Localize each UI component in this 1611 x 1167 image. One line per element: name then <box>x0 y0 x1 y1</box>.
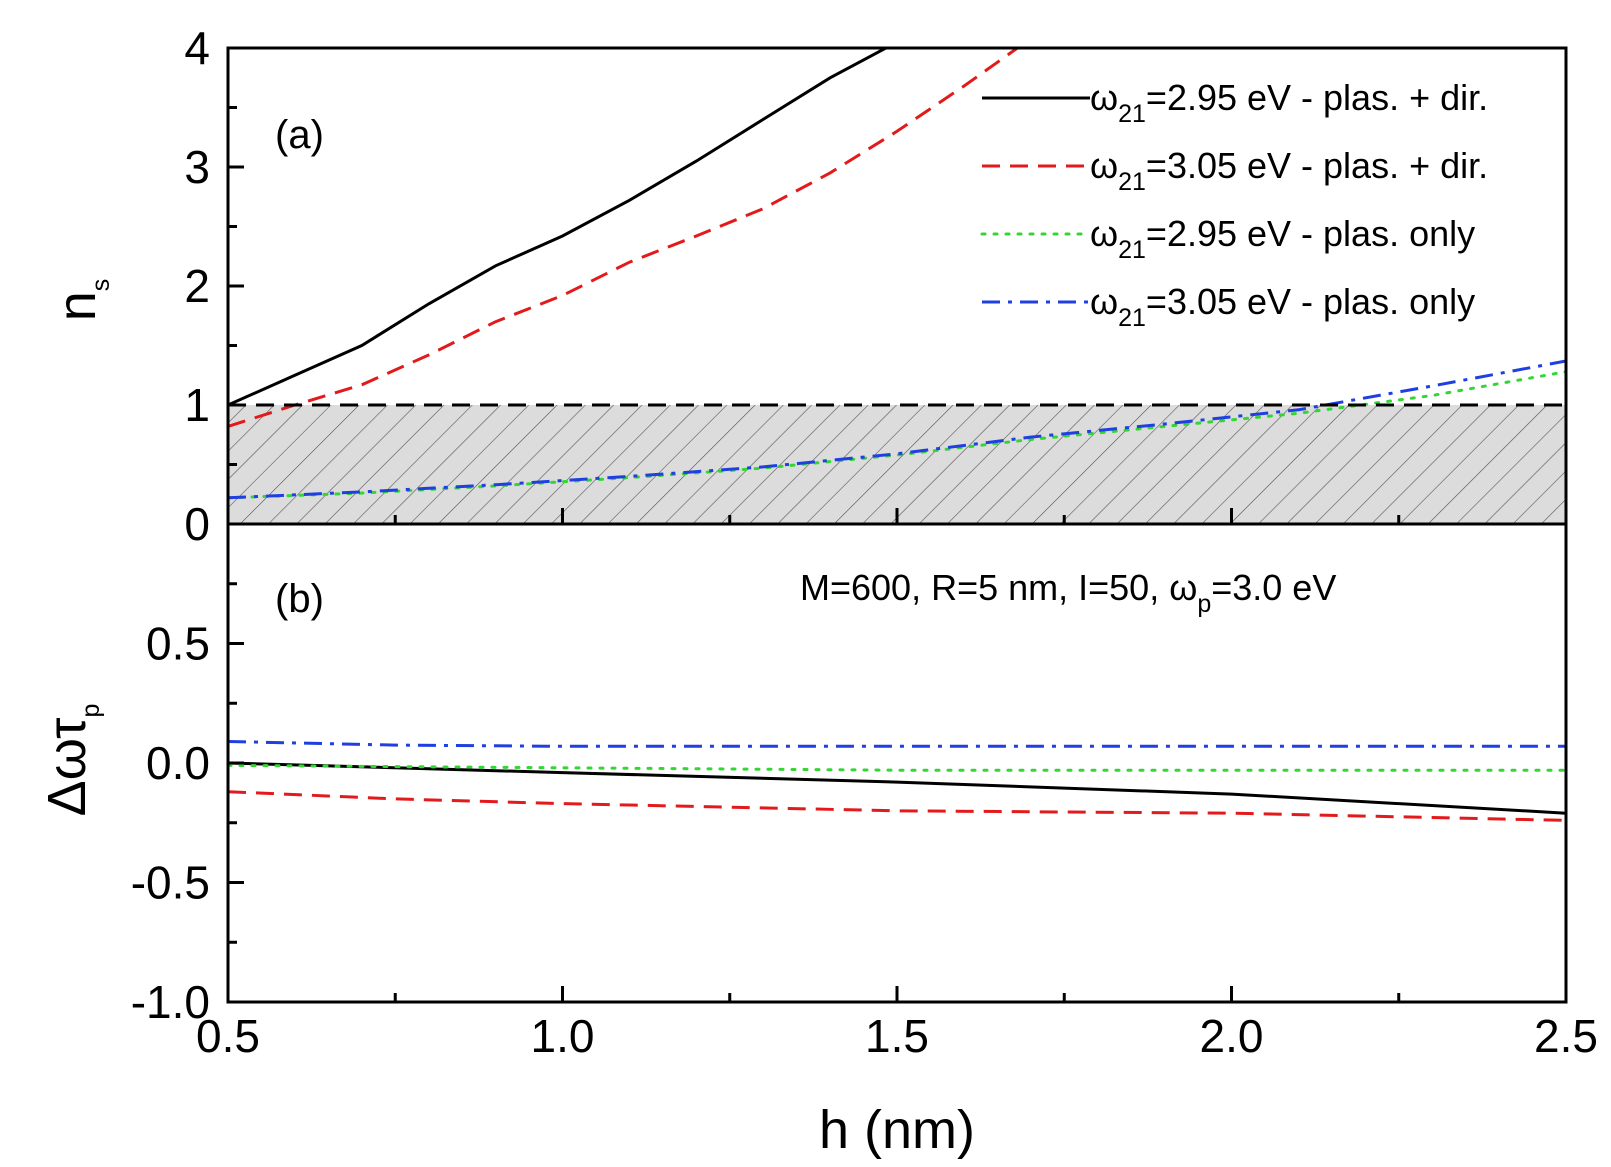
y-tick-label-b-2: 0.0 <box>146 737 210 789</box>
series-a-0 <box>228 48 890 407</box>
legend-label-2: ω21=2.95 eV - plas. only <box>1090 213 1475 264</box>
y-tick-label-a-4: 4 <box>184 22 210 74</box>
legend-symbol-2: ω <box>1090 213 1118 254</box>
shaded-region <box>228 405 1566 524</box>
x-tick-label-0: 0.5 <box>196 1010 260 1062</box>
y-tick-label-b-1: -0.5 <box>131 857 210 909</box>
series-group-b <box>228 740 1566 822</box>
parameter-annotation: M=600, R=5 nm, I=50, ωp=3.0 eV <box>800 567 1336 618</box>
y-tick-label-a-0: 0 <box>184 498 210 550</box>
y-axis-title-b: Δωτp <box>37 704 105 817</box>
svg-text:Δωτp: Δωτp <box>37 704 105 817</box>
x-tick-label-1: 1.0 <box>531 1010 595 1062</box>
y-axis-title-b-sub: p <box>77 704 105 718</box>
x-tick-label-3: 2.0 <box>1200 1010 1264 1062</box>
series-a-1 <box>228 48 1021 428</box>
legend-symbol-3: ω <box>1090 281 1118 322</box>
y-axis-title-b-main: Δωτ <box>37 718 97 817</box>
legend-label-0: ω21=2.95 eV - plas. + dir. <box>1090 77 1488 128</box>
x-tick-label-4: 2.5 <box>1534 1010 1598 1062</box>
legend-symbol-1: ω <box>1090 145 1118 186</box>
panel-label-a: (a) <box>275 113 324 157</box>
y-tick-label-b-0: -1.0 <box>131 976 210 1028</box>
annotation-sub: p <box>1197 590 1211 618</box>
panel-b: 0.5 1.0 1.5 2.0 2.5 -1.0 -0.5 0.0 0.5 (b) M=600,… <box>37 522 1598 1160</box>
y-tick-label-a-1: 1 <box>184 379 210 431</box>
legend-name-0: =2.95 eV - plas. + dir. <box>1146 77 1488 118</box>
series-b-0 <box>228 761 1566 815</box>
legend-item-1: ω21=3.05 eV - plas. + dir. <box>982 145 1488 196</box>
annotation-text-after: =3.0 eV <box>1211 567 1336 608</box>
x-tick-label-2: 1.5 <box>865 1010 929 1062</box>
axes-b: 0.5 1.0 1.5 2.0 2.5 -1.0 -0.5 0.0 0.5 <box>131 522 1598 1062</box>
legend: ω21=2.95 eV - plas. + dir.ω21=3.05 eV - … <box>980 77 1488 332</box>
panel-label-b: (b) <box>275 577 324 621</box>
series-b-1 <box>228 790 1566 822</box>
y-tick-label-a-2: 2 <box>184 260 210 312</box>
legend-symbol-sub-0: 21 <box>1118 100 1146 128</box>
series-b-3 <box>228 740 1566 748</box>
series-group-a <box>228 48 1566 500</box>
legend-name-1: =3.05 eV - plas. + dir. <box>1146 145 1488 186</box>
y-axis-title-a-main: n <box>47 291 107 321</box>
legend-symbol-sub-3: 21 <box>1118 304 1146 332</box>
legend-name-2: =2.95 eV - plas. only <box>1146 213 1475 254</box>
legend-item-0: ω21=2.95 eV - plas. + dir. <box>982 77 1488 128</box>
series-b-2 <box>228 763 1566 772</box>
shade-hatch <box>228 405 1566 524</box>
legend-symbol-sub-2: 21 <box>1118 236 1146 264</box>
legend-item-3: ω21=3.05 eV - plas. only <box>982 281 1475 332</box>
legend-item-2: ω21=2.95 eV - plas. only <box>980 213 1475 264</box>
series-a-3 <box>228 359 1566 500</box>
y-tick-label-b-3: 0.5 <box>146 618 210 670</box>
svg-text:ns: ns <box>47 279 115 322</box>
legend-label-1: ω21=3.05 eV - plas. + dir. <box>1090 145 1488 196</box>
y-tick-label-a-3: 3 <box>184 141 210 193</box>
legend-symbol-sub-1: 21 <box>1118 168 1146 196</box>
x-axis-title: h (nm) <box>819 1100 975 1160</box>
y-axis-title-a-sub: s <box>87 279 115 292</box>
legend-symbol-0: ω <box>1090 77 1118 118</box>
series-a-2 <box>228 370 1566 500</box>
annotation-text: M=600, R=5 nm, I=50, ω <box>800 567 1197 608</box>
legend-label-3: ω21=3.05 eV - plas. only <box>1090 281 1475 332</box>
legend-name-3: =3.05 eV - plas. only <box>1146 281 1475 322</box>
y-axis-title-a: ns <box>47 279 115 322</box>
